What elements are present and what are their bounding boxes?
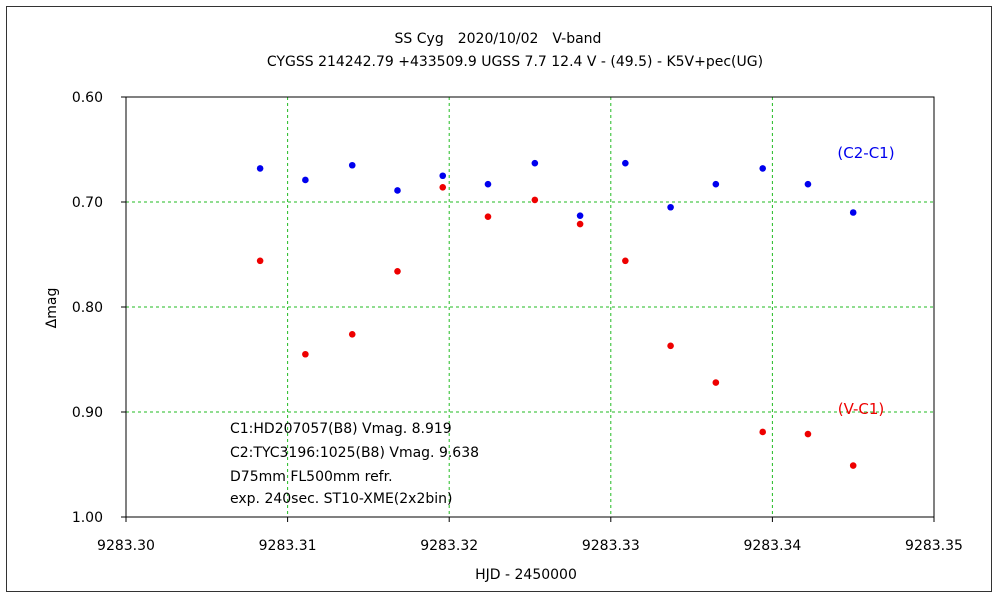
x-tick-label: 9283.35 [905,538,963,554]
data-point-v-c1 [439,184,447,191]
axis-ticks: 9283.30 9283.31 9283.32 9283.33 9283.34 9283.… [72,90,963,554]
y-tick-label: 1.00 [72,510,103,526]
data-point-c2-c1 [348,161,356,169]
x-tick-label: 9283.32 [420,538,478,554]
x-tick-label: 9283.31 [259,538,317,554]
legend-c2-c1: (C2-C1) [837,144,894,162]
annotation-exposure: exp. 240sec. ST10-XME(2x2bin) [230,491,452,507]
data-points [256,159,857,469]
data-point-c2-c1 [302,176,309,184]
chart-subtitle: CYGSS 214242.79 +433509.9 UGSS 7.7 12.4 … [267,54,763,70]
x-tick-label: 9283.33 [582,538,640,554]
x-axis-label: HJD - 2450000 [475,567,577,583]
data-point-v-c1 [759,428,767,436]
data-point-c2-c1 [759,165,767,172]
data-point-v-c1 [622,257,629,265]
x-tick-label: 9283.30 [97,538,155,554]
data-point-v-c1 [484,213,492,220]
data-point-c2-c1 [531,159,539,167]
data-point-c2-c1 [622,159,629,167]
y-tick-label: 0.70 [72,195,103,211]
data-point-v-c1 [394,268,401,275]
data-point-c2-c1 [712,180,720,188]
annotation-telescope: D75mm FL500mm refr. [230,469,393,485]
data-point-c2-c1 [849,209,857,216]
data-point-v-c1 [256,257,264,265]
data-point-c2-c1 [439,172,447,180]
data-point-v-c1 [348,331,356,338]
annotation-block: C1:HD207057(B8) Vmag. 8.919 C2:TYC3196:1… [230,421,479,507]
data-point-c2-c1 [256,165,264,172]
data-point-v-c1 [804,430,812,438]
data-point-v-c1 [302,350,309,358]
y-tick-label: 0.90 [72,405,103,421]
data-point-v-c1 [531,196,539,204]
data-point-v-c1 [712,379,720,386]
data-point-c2-c1 [576,212,584,219]
y-tick-label: 0.60 [72,90,103,106]
data-point-v-c1 [667,342,674,350]
data-point-v-c1 [849,462,857,469]
data-point-c2-c1 [804,180,812,188]
y-axis-label: Δmag [44,288,60,329]
grid [126,97,934,517]
chart-frame [6,6,992,592]
data-point-v-c1 [576,220,584,228]
legend-v-c1: (V-C1) [838,400,885,418]
annotation-c1: C1:HD207057(B8) Vmag. 8.919 [230,421,452,437]
x-tick-label: 9283.34 [743,538,801,554]
annotation-c2: C2:TYC3196:1025(B8) Vmag. 9.638 [230,445,479,461]
data-point-c2-c1 [667,203,674,211]
data-point-c2-c1 [394,187,401,194]
data-point-c2-c1 [484,180,492,188]
chart-title: SS Cyg 2020/10/02 V-band [395,31,602,47]
y-tick-label: 0.80 [72,300,103,316]
